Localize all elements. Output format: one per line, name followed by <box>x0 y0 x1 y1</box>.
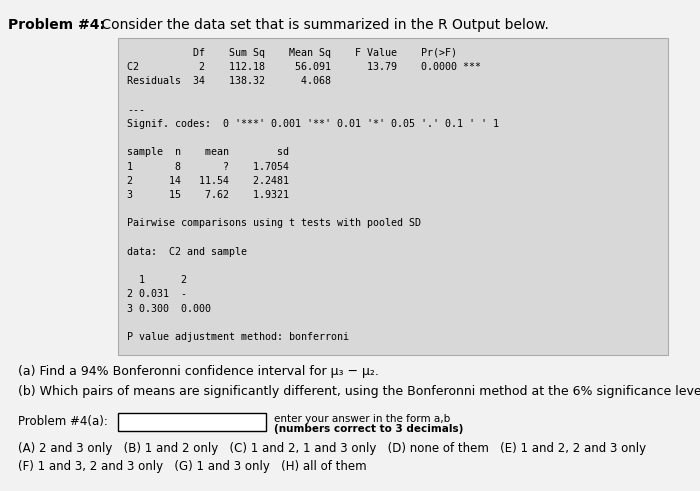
Text: 2      14   11.54    2.2481: 2 14 11.54 2.2481 <box>127 176 289 186</box>
Text: (a) Find a 94% Bonferonni confidence interval for μ₃ − μ₂.: (a) Find a 94% Bonferonni confidence int… <box>18 365 379 378</box>
Text: Consider the data set that is summarized in the R Output below.: Consider the data set that is summarized… <box>97 18 549 32</box>
Text: P value adjustment method: bonferroni: P value adjustment method: bonferroni <box>127 332 349 342</box>
Text: Residuals  34    138.32      4.068: Residuals 34 138.32 4.068 <box>127 77 331 86</box>
Text: Df    Sum Sq    Mean Sq    F Value    Pr(>F): Df Sum Sq Mean Sq F Value Pr(>F) <box>127 48 457 58</box>
Text: 3 0.300  0.000: 3 0.300 0.000 <box>127 303 211 314</box>
Text: 3      15    7.62    1.9321: 3 15 7.62 1.9321 <box>127 190 289 200</box>
Text: (b) Which pairs of means are significantly different, using the Bonferonni metho: (b) Which pairs of means are significant… <box>18 385 700 398</box>
Bar <box>118 38 668 355</box>
Text: ---: --- <box>127 105 145 115</box>
Text: data:  C2 and sample: data: C2 and sample <box>127 247 247 257</box>
Text: Pairwise comparisons using t tests with pooled SD: Pairwise comparisons using t tests with … <box>127 218 421 228</box>
Text: (A) 2 and 3 only   (B) 1 and 2 only   (C) 1 and 2, 1 and 3 only   (D) none of th: (A) 2 and 3 only (B) 1 and 2 only (C) 1 … <box>18 442 646 455</box>
Text: 1      2: 1 2 <box>127 275 187 285</box>
Text: Problem #4(a):: Problem #4(a): <box>18 415 108 428</box>
Bar <box>118 413 266 431</box>
Text: C2          2    112.18     56.091      13.79    0.0000 ***: C2 2 112.18 56.091 13.79 0.0000 *** <box>127 62 481 72</box>
Text: Signif. codes:  0 '***' 0.001 '**' 0.01 '*' 0.05 '.' 0.1 ' ' 1: Signif. codes: 0 '***' 0.001 '**' 0.01 '… <box>127 119 499 129</box>
Text: sample  n    mean        sd: sample n mean sd <box>127 147 289 158</box>
Text: 1       8       ?    1.7054: 1 8 ? 1.7054 <box>127 162 289 171</box>
Text: (numbers correct to 3 decimals): (numbers correct to 3 decimals) <box>274 424 463 434</box>
Text: (F) 1 and 3, 2 and 3 only   (G) 1 and 3 only   (H) all of them: (F) 1 and 3, 2 and 3 only (G) 1 and 3 on… <box>18 460 367 473</box>
Text: 2 0.031  -: 2 0.031 - <box>127 289 187 300</box>
Text: Problem #4:: Problem #4: <box>8 18 105 32</box>
Text: enter your answer in the form a,b: enter your answer in the form a,b <box>274 414 450 424</box>
